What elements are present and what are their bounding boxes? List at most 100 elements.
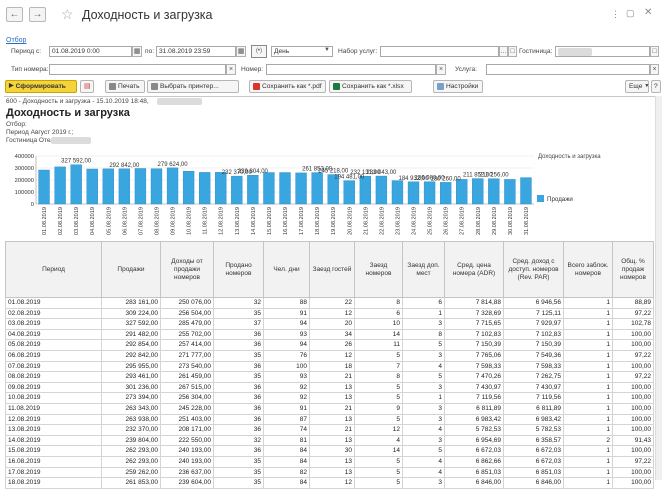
bar — [456, 179, 468, 205]
table-cell: 257 414,00 — [160, 339, 214, 351]
x-tick-label: 28.08.2019 — [476, 207, 482, 235]
room-clear-button[interactable]: × — [436, 64, 446, 75]
table-cell: 100 — [263, 360, 310, 373]
table-cell: 97,22 — [612, 307, 654, 320]
period-to-calendar-button[interactable]: ▦ — [236, 46, 246, 57]
service-input[interactable] — [486, 64, 650, 75]
period-select-button[interactable]: (•) — [251, 45, 267, 58]
more-menu-icon[interactable]: ⋮ — [611, 9, 621, 19]
report-filter-line: Отбор: — [6, 121, 27, 128]
period-unit-select[interactable]: День — [271, 46, 333, 57]
table-cell: 10.08.2019 — [5, 392, 102, 404]
hotel-input[interactable] — [555, 46, 650, 57]
period-to-input[interactable]: 31.08.2019 23:59 — [156, 46, 236, 57]
column-header: Сред. цена номера (ADR) — [444, 241, 504, 298]
table-cell: 256 304,00 — [160, 392, 214, 404]
table-cell: 36 — [213, 413, 264, 426]
table-cell: 8 — [354, 297, 403, 309]
bar — [215, 172, 227, 205]
close-icon: × — [438, 66, 444, 73]
hotel-open-button[interactable]: □ — [650, 46, 659, 57]
service-set-open-button[interactable]: □ — [508, 46, 517, 57]
bar — [199, 172, 211, 205]
room-type-input[interactable] — [49, 64, 226, 75]
table-cell: 12 — [309, 349, 355, 362]
generate-button[interactable]: ▶ Сформировать — [5, 80, 77, 93]
save-pdf-button[interactable]: Сохранить как *.pdf — [249, 80, 326, 93]
table-cell: 13 — [309, 392, 355, 404]
excel-icon — [333, 83, 340, 90]
x-tick-label: 23.08.2019 — [395, 207, 401, 235]
table-cell: 3 — [402, 349, 445, 362]
back-button[interactable]: ← — [6, 7, 23, 22]
forward-button[interactable]: → — [29, 7, 46, 22]
x-tick-label: 22.08.2019 — [379, 207, 385, 235]
x-tick-label: 13.08.2019 — [235, 207, 241, 235]
service-set-input[interactable] — [380, 46, 499, 57]
table-cell: 17.08.2019 — [5, 466, 102, 479]
period-from-input[interactable]: 01.08.2019 0:00 — [49, 46, 132, 57]
room-input[interactable] — [266, 64, 436, 75]
table-cell: 16.08.2019 — [5, 455, 102, 468]
report-header-line: 600 - Доходность и загрузка - 15.10.2019… — [6, 98, 149, 105]
table-cell: 93 — [263, 371, 310, 383]
table-cell: 100,00 — [612, 392, 654, 404]
filter-link[interactable]: Отбор — [6, 37, 27, 44]
table-cell: 7 598,33 — [444, 360, 504, 373]
x-tick-label: 03.08.2019 — [74, 207, 80, 235]
bar — [488, 178, 500, 205]
bar — [231, 175, 243, 205]
column-header: Период — [5, 241, 102, 298]
star-icon[interactable]: ☆ — [61, 6, 74, 22]
period-from-label: Период с: — [11, 48, 42, 55]
table-cell: 10 — [354, 318, 403, 330]
save-xlsx-button[interactable]: Сохранить как *.xlsx — [329, 80, 412, 93]
column-header: Всего заблок. номеров — [563, 241, 613, 298]
table-cell: 5 782,53 — [503, 424, 564, 436]
help-button[interactable]: ? — [651, 80, 661, 93]
y-tick-label: 300000 — [15, 166, 34, 172]
table-cell: 283 161,00 — [101, 297, 161, 309]
table-cell: 13 — [309, 413, 355, 426]
table-cell: 291 482,00 — [101, 328, 161, 341]
close-icon[interactable]: ✕ — [644, 7, 653, 18]
table-cell: 262 293,00 — [101, 455, 161, 468]
data-label: 194 481,00 — [334, 175, 365, 181]
table-row: 16.08.2019 262 293,00 240 193,00 35 84 13 5 4 6 … — [5, 455, 654, 468]
report-scrollbar[interactable] — [655, 96, 662, 480]
service-clear-button[interactable]: × — [650, 64, 659, 75]
table-cell: 1 — [563, 466, 613, 479]
table-row: 10.08.2019 273 394,00 256 304,00 36 92 13 5 1 7 … — [5, 392, 654, 404]
chart-button[interactable]: ▤ — [80, 80, 94, 93]
table-cell: 6 846,00 — [503, 477, 564, 489]
table-cell: 07.08.2019 — [5, 360, 102, 373]
close-icon: × — [652, 66, 657, 73]
table-row: 15.08.2019 262 293,00 240 193,00 36 84 30 14 5 6… — [5, 445, 654, 457]
service-set-dropdown-button[interactable]: … — [499, 46, 508, 57]
expand-icon[interactable]: ▢ — [626, 8, 635, 18]
table-cell: 5 — [402, 445, 445, 457]
table-cell: 22 — [309, 297, 355, 309]
y-tick-label: 400000 — [15, 154, 34, 160]
table-cell: 30 — [309, 445, 355, 457]
sales-chart: Доходность и загрузка 400000 300000 200000… — [15, 154, 602, 235]
table-cell: 03.08.2019 — [5, 318, 102, 330]
choose-printer-button[interactable]: Выбрать принтер... — [147, 80, 239, 93]
table-cell: 18 — [309, 360, 355, 373]
table-cell: 8 — [354, 371, 403, 383]
table-cell: 239 604,00 — [160, 477, 214, 489]
data-label: 180 260,00 — [431, 176, 462, 182]
report-period-line: Период Август 2019 г.; — [6, 129, 74, 136]
table-cell: 301 236,00 — [101, 381, 161, 394]
table-cell: 285 479,00 — [160, 318, 214, 330]
table-cell: 251 403,00 — [160, 413, 214, 426]
settings-button[interactable]: Настройки — [433, 80, 483, 93]
table-cell: 13 — [309, 434, 355, 447]
table-cell: 7 765,06 — [444, 349, 504, 362]
table-cell: 12.08.2019 — [5, 413, 102, 426]
print-button[interactable]: Печать — [105, 80, 145, 93]
table-cell: 91 — [263, 307, 310, 320]
more-button[interactable]: Еще ▼ — [625, 80, 649, 93]
period-from-calendar-button[interactable]: ▦ — [132, 46, 142, 57]
room-type-clear-button[interactable]: × — [226, 64, 236, 75]
